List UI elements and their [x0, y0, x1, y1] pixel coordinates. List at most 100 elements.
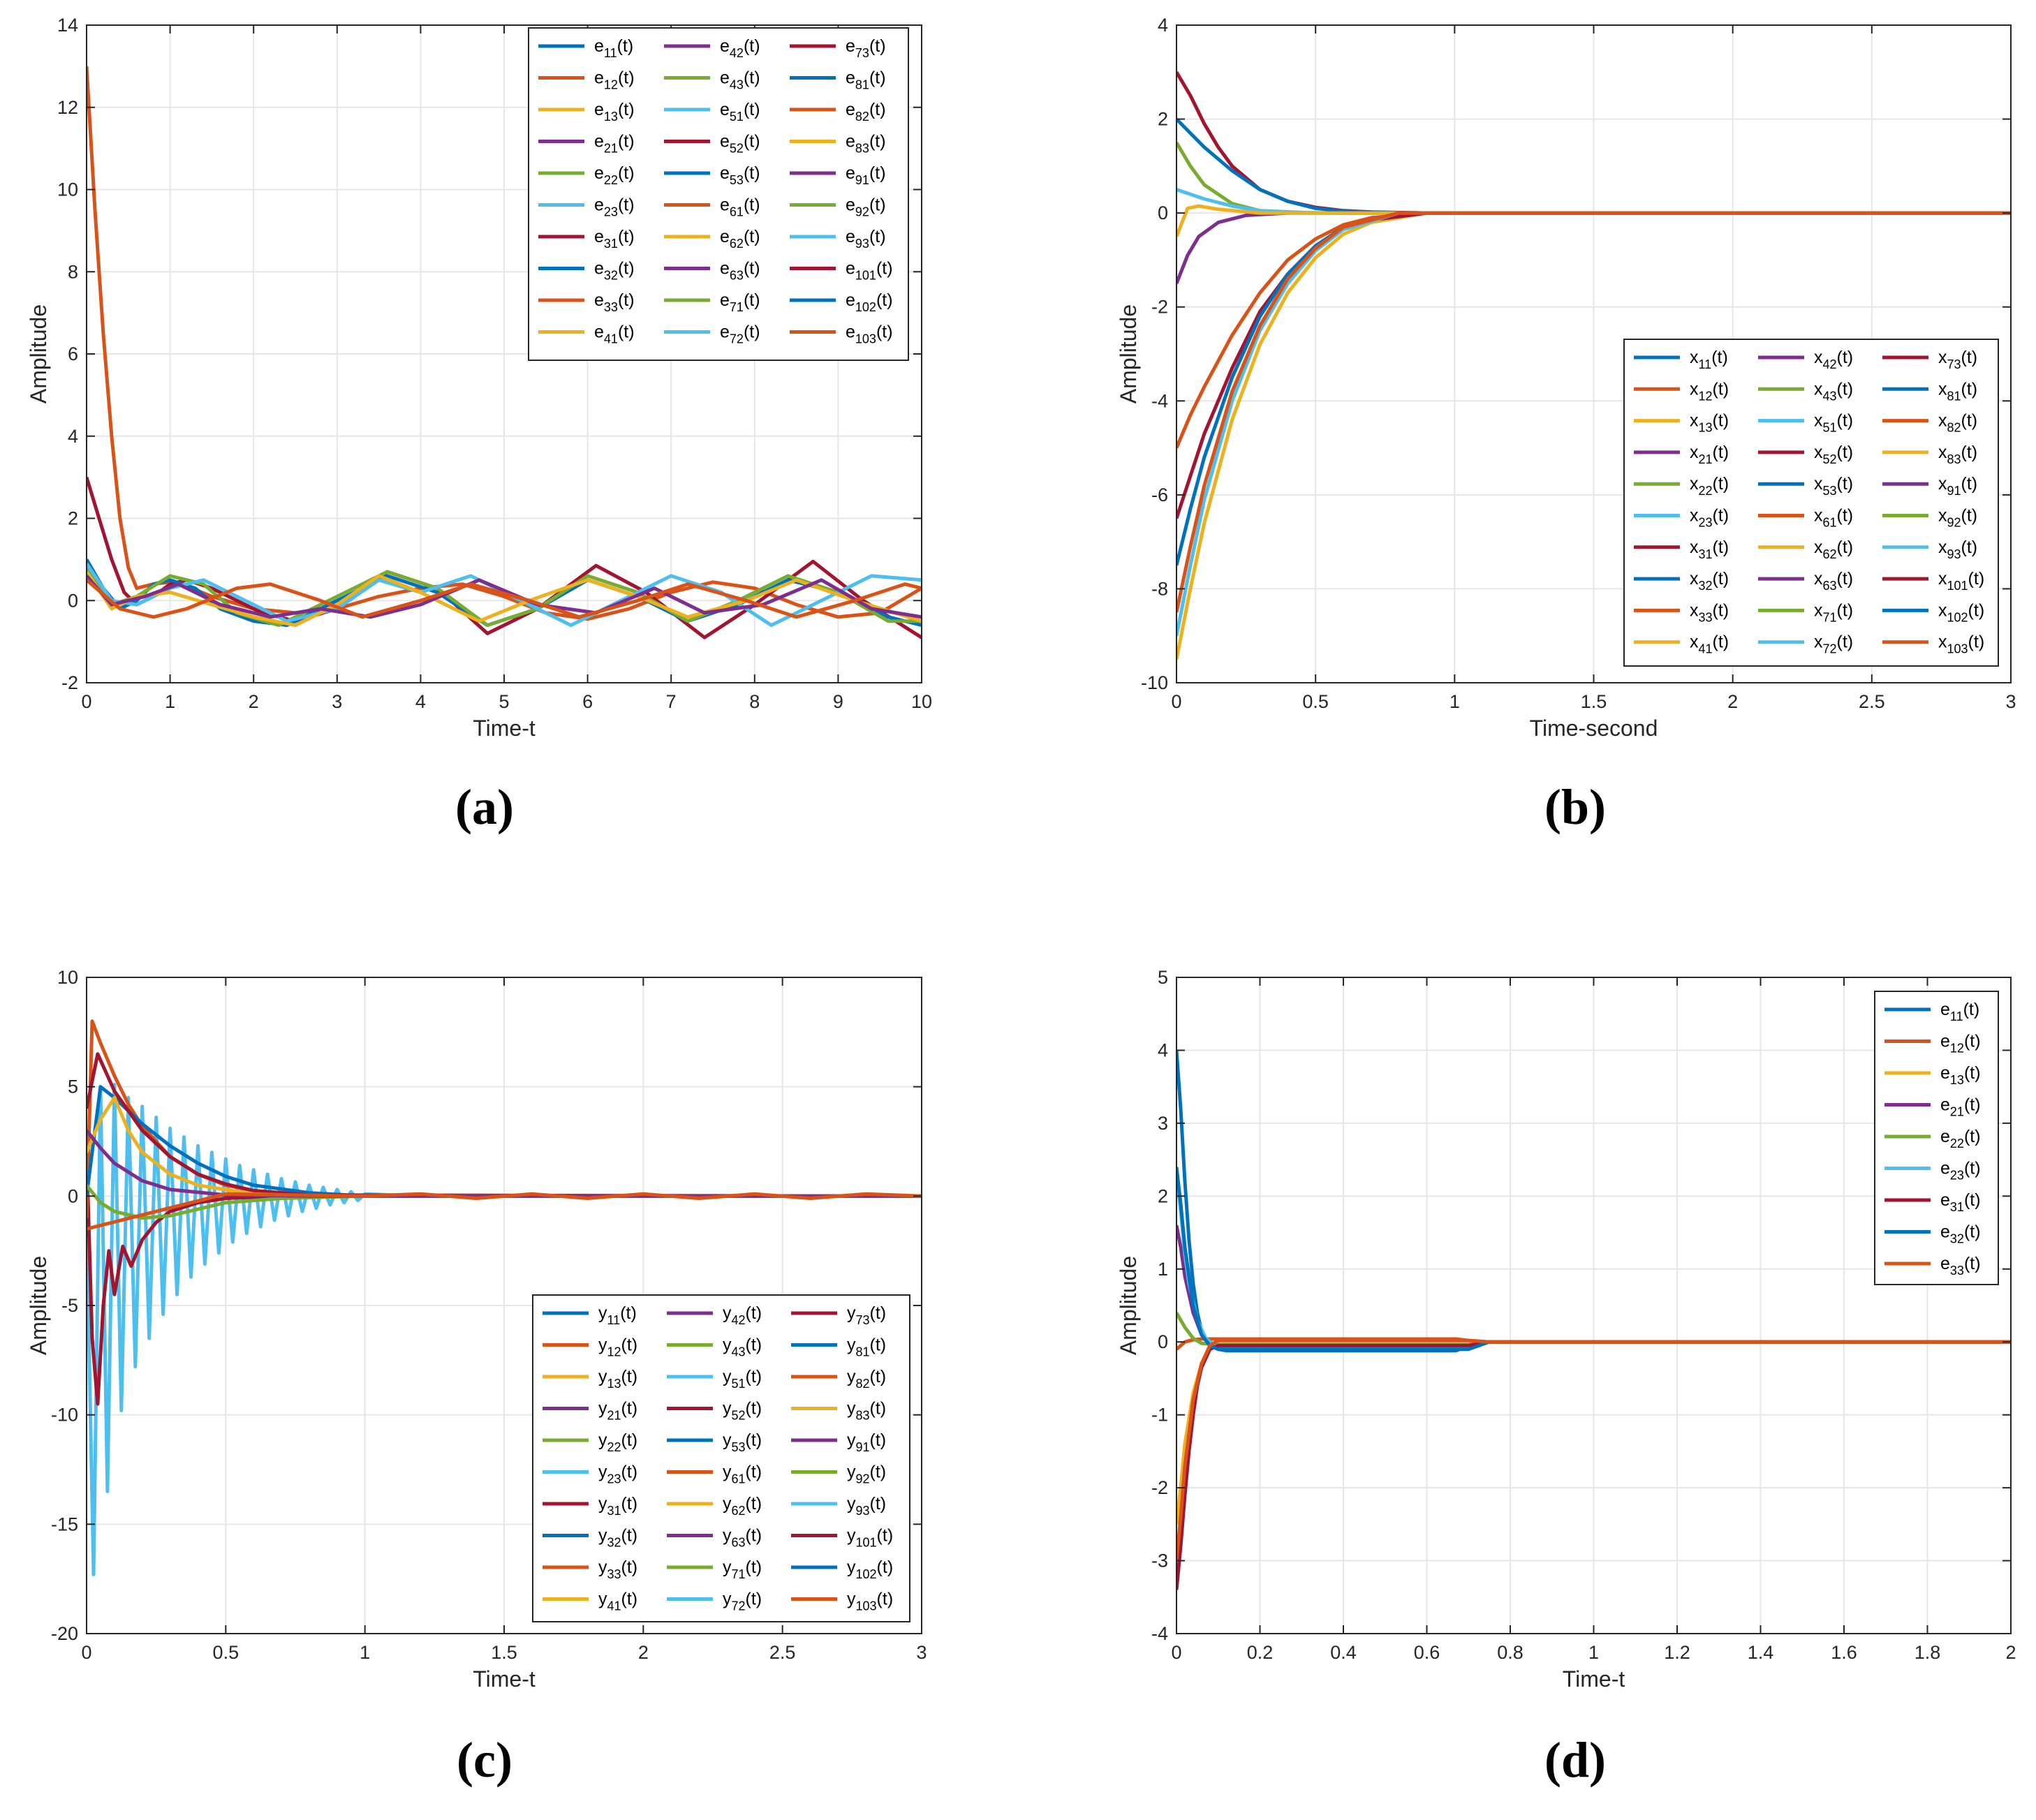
legend-entry: y22(t) — [598, 1430, 637, 1454]
legend-entry: x71(t) — [1814, 600, 1853, 624]
x-axis-label: Time-t — [473, 1666, 536, 1692]
legend-entry: e13(t) — [594, 100, 635, 124]
series-line-e33 — [87, 578, 922, 619]
legend-entry: x103(t) — [1938, 632, 1984, 656]
legend-entry: x12(t) — [1690, 379, 1729, 403]
legend: y11(t) y12(t) y13(t) y21(t) y22(t) y23(t) y31(… — [532, 1294, 910, 1622]
legend-entry: e31(t) — [594, 227, 635, 251]
legend-entry: e41(t) — [594, 323, 635, 346]
legend-entry: x63(t) — [1814, 569, 1853, 593]
legend-entry: e21(t) — [594, 132, 635, 156]
legend-entry: x52(t) — [1814, 443, 1853, 466]
legend-entry: y43(t) — [723, 1336, 762, 1359]
series-line-y-osc — [87, 1083, 922, 1576]
legend-entry: x42(t) — [1814, 348, 1853, 371]
legend-entry: x72(t) — [1814, 632, 1853, 656]
legend: e11(t) e12(t) e13(t) e21(t) e22(t) e23(t) e31(… — [1874, 991, 1999, 1285]
legend-entry: y92(t) — [847, 1463, 886, 1486]
legend-entry: e21(t) — [1940, 1095, 1981, 1119]
legend-entry: e82(t) — [846, 100, 886, 124]
legend-entry: e102(t) — [846, 290, 893, 314]
series-group — [87, 66, 922, 639]
legend: e11(t) e12(t) e13(t) e21(t) e22(t) e23(t) e31(… — [528, 27, 909, 361]
legend-entry: y83(t) — [847, 1399, 886, 1423]
series-line-y-orange-noise — [87, 1192, 922, 1231]
y-tick-label: -15 — [51, 1514, 78, 1534]
panel-caption: (b) — [1544, 779, 1606, 835]
x-tick-label: 0 — [1171, 1642, 1181, 1663]
x-tick-label: 0 — [81, 1642, 91, 1663]
y-tick-label: -4 — [1151, 390, 1168, 411]
legend-entry: e32(t) — [594, 259, 635, 283]
y-axis-label: Amplitude — [1116, 304, 1141, 404]
y-tick-label: 4 — [1158, 1040, 1168, 1060]
y-tick-label: -2 — [61, 672, 78, 693]
series-group — [1176, 1050, 2011, 1590]
y-tick-label: 5 — [68, 1077, 78, 1097]
series-line-e32 — [1176, 1167, 2011, 1352]
legend-entry: y102(t) — [847, 1558, 893, 1581]
legend-entry: x23(t) — [1690, 506, 1729, 530]
legend-entry: y12(t) — [598, 1336, 637, 1359]
x-tick-label: 1 — [165, 691, 175, 712]
legend-entry: e51(t) — [720, 100, 760, 124]
legend-entry: x13(t) — [1690, 411, 1729, 435]
y-tick-label: 0 — [1158, 1331, 1168, 1352]
y-tick-label: 12 — [57, 97, 78, 118]
series-line-x6 — [1176, 204, 2011, 237]
y-tick-label: 2 — [68, 508, 78, 529]
x-tick-label: 6 — [582, 691, 593, 712]
legend-entry: x93(t) — [1938, 538, 1977, 561]
x-tick-label: 1.6 — [1831, 1642, 1857, 1663]
legend-entry: e93(t) — [846, 227, 886, 251]
x-tick-label: 4 — [415, 691, 426, 712]
legend-entry: x32(t) — [1690, 569, 1729, 593]
panel-a: 0 1 2 3 4 5 6 7 8 9 10-202468101214Time-tAmplitude… — [26, 15, 932, 835]
legend-entry: y82(t) — [847, 1367, 886, 1391]
x-tick-label: 3 — [916, 1642, 927, 1663]
x-tick-label: 0.5 — [1302, 691, 1329, 712]
legend-entry: x51(t) — [1814, 411, 1853, 435]
legend-entry: e33(t) — [1940, 1254, 1981, 1278]
legend-entry: e23(t) — [594, 195, 635, 219]
series-group — [87, 1019, 922, 1576]
y-tick-label: -10 — [1141, 672, 1168, 693]
legend-entry: y31(t) — [598, 1494, 637, 1518]
y-tick-label: 4 — [68, 426, 78, 447]
legend-entry: y21(t) — [598, 1399, 637, 1423]
legend-entry: y72(t) — [723, 1590, 762, 1613]
y-tick-label: 10 — [57, 179, 78, 200]
y-tick-label: 0 — [68, 1185, 78, 1206]
x-tick-label: 3 — [332, 691, 342, 712]
legend-entry: e12(t) — [1940, 1032, 1981, 1056]
legend-entry: e81(t) — [846, 68, 886, 92]
x-tick-label: 1 — [1588, 1642, 1599, 1663]
y-tick-label: 2 — [1158, 1185, 1168, 1206]
legend-entry: x92(t) — [1938, 506, 1977, 530]
panel-caption: (c) — [457, 1732, 512, 1788]
y-tick-label: -20 — [51, 1623, 78, 1644]
x-tick-label: 0.5 — [213, 1642, 239, 1663]
y-tick-label: -4 — [1151, 1623, 1168, 1644]
x-tick-label: 2.5 — [1859, 691, 1885, 712]
legend-entry: x22(t) — [1690, 474, 1729, 498]
x-tick-label: 0.4 — [1330, 1642, 1357, 1663]
legend-entry: y51(t) — [723, 1367, 762, 1391]
x-axis-label: Time-t — [1563, 1666, 1625, 1692]
legend-entry: e53(t) — [720, 163, 760, 187]
legend-entry: y52(t) — [723, 1399, 762, 1423]
legend-entry: y101(t) — [847, 1526, 893, 1550]
x-axis-label: Time-t — [473, 716, 536, 741]
legend-entry: y11(t) — [598, 1303, 637, 1327]
legend-entry: y103(t) — [847, 1590, 893, 1613]
legend-entry: e33(t) — [594, 290, 635, 314]
y-tick-label: -6 — [1151, 484, 1168, 505]
legend-entry: x83(t) — [1938, 443, 1977, 466]
y-tick-label: 0 — [68, 590, 78, 611]
x-tick-label: 0.8 — [1497, 1642, 1524, 1663]
legend-entry: x33(t) — [1690, 600, 1729, 624]
legend-entry: e61(t) — [720, 195, 760, 219]
legend-entry: e32(t) — [1940, 1222, 1981, 1246]
legend-entry: y73(t) — [847, 1303, 886, 1327]
